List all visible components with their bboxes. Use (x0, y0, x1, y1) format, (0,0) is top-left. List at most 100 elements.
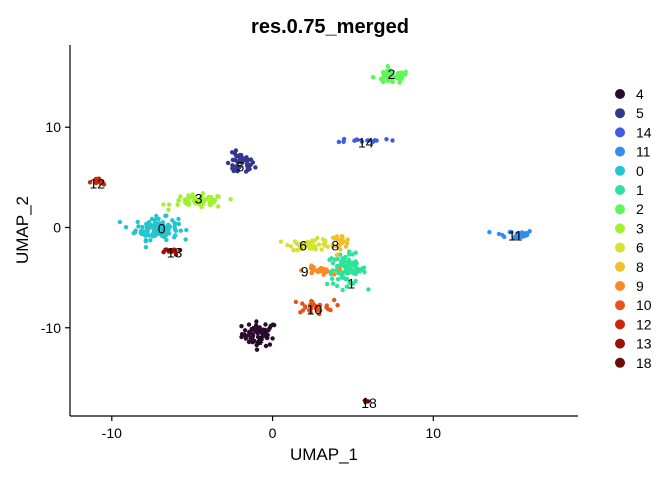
point-14-11 (352, 138, 357, 143)
point-8-7 (344, 241, 350, 246)
point-1-54 (332, 257, 338, 262)
point-14-9 (365, 138, 370, 143)
point-0-116 (145, 226, 150, 231)
point-0-113 (159, 228, 164, 233)
legend-swatch-4 (615, 89, 625, 99)
point-13-4 (177, 247, 183, 253)
point-13-7 (173, 252, 179, 257)
point-1-83 (330, 260, 336, 266)
point-10-6 (293, 299, 299, 305)
cluster-label-13: 13 (167, 245, 183, 261)
x-tick-label-10: 10 (426, 425, 442, 441)
series-13 (161, 247, 183, 257)
legend-label-12: 12 (636, 316, 652, 332)
point-8-18 (340, 234, 345, 239)
legend-label-5: 5 (636, 105, 644, 121)
point-4-46 (243, 336, 249, 341)
point-5-42 (247, 166, 252, 172)
point-3-34 (206, 194, 212, 200)
point-1-76 (328, 272, 334, 277)
legend-label-3: 3 (636, 220, 644, 236)
point-5-26 (245, 161, 250, 166)
point-4-25 (254, 319, 259, 324)
point-3-44 (201, 201, 206, 206)
point-0-102 (155, 221, 160, 226)
point-2-52 (381, 79, 386, 85)
point-3-36 (188, 195, 193, 200)
point-0-85 (152, 225, 157, 230)
point-10-17 (300, 308, 305, 313)
point-10-29 (311, 302, 316, 308)
point-0-118 (164, 213, 169, 218)
point-1-69 (330, 276, 335, 281)
point-10-8 (317, 311, 322, 317)
cluster-label-8: 8 (331, 238, 339, 254)
point-8-19 (334, 252, 340, 257)
point-12-11 (93, 177, 98, 182)
point-1-84 (337, 271, 343, 276)
point-0-94 (176, 216, 181, 222)
cluster-label-2: 2 (388, 66, 396, 82)
point-1-53 (335, 277, 341, 282)
point-2-46 (403, 72, 408, 77)
series-3 (161, 191, 233, 212)
point-5-43 (230, 166, 235, 171)
legend-swatch-5 (615, 108, 625, 119)
point-1-52 (361, 265, 367, 270)
point-9-3 (299, 268, 304, 273)
legend-swatch-13 (615, 338, 625, 349)
point-3-41 (166, 207, 171, 212)
chart-title: res.0.75_merged (251, 16, 409, 38)
point-3-37 (208, 202, 213, 208)
point-3-40 (167, 202, 172, 207)
point-1-67 (341, 262, 346, 267)
point-5-32 (235, 159, 240, 164)
legend-label-11: 11 (636, 144, 651, 160)
point-4-53 (239, 324, 244, 329)
point-0-75 (176, 221, 182, 227)
point-0-42 (178, 228, 183, 233)
point-1-20 (344, 284, 349, 289)
series-4 (239, 319, 277, 352)
point-0-104 (154, 231, 160, 236)
legend-label-1: 1 (636, 182, 644, 198)
point-0-112 (152, 217, 157, 223)
point-11-23 (502, 234, 507, 240)
y-tick-label-0: 0 (53, 219, 61, 235)
point-9-23 (311, 265, 316, 270)
legend-label-6: 6 (636, 240, 644, 256)
point-11-18 (525, 231, 530, 236)
point-4-48 (263, 343, 269, 349)
point-1-75 (351, 263, 356, 268)
point-4-52 (250, 332, 255, 337)
point-6-32 (315, 235, 320, 241)
cluster-label-11: 11 (508, 228, 523, 244)
point-4-30 (263, 322, 268, 327)
cluster-label-12: 12 (90, 175, 106, 191)
legend-label-9: 9 (636, 278, 644, 294)
point-6-7 (278, 239, 284, 244)
point-1-81 (339, 275, 345, 280)
point-10-23 (316, 308, 321, 313)
point-1-66 (325, 281, 330, 287)
point-5-38 (229, 150, 235, 155)
point-3-16 (176, 198, 181, 203)
point-5-40 (239, 160, 245, 165)
point-0-61 (135, 219, 140, 225)
legend-swatch-11 (615, 146, 625, 157)
point-0-110 (150, 234, 155, 239)
legend-label-13: 13 (636, 336, 652, 352)
point-0-99 (163, 233, 169, 238)
point-3-50 (209, 198, 214, 203)
legend-label-8: 8 (636, 259, 644, 275)
point-6-33 (305, 240, 310, 245)
point-1-46 (349, 281, 354, 287)
point-5-36 (225, 160, 231, 166)
point-11-19 (519, 231, 524, 236)
legend-swatch-12 (615, 319, 625, 330)
point-3-1 (178, 194, 183, 199)
point-18-3 (365, 399, 371, 404)
point-4-59 (257, 340, 262, 346)
point-2-49 (390, 72, 395, 77)
